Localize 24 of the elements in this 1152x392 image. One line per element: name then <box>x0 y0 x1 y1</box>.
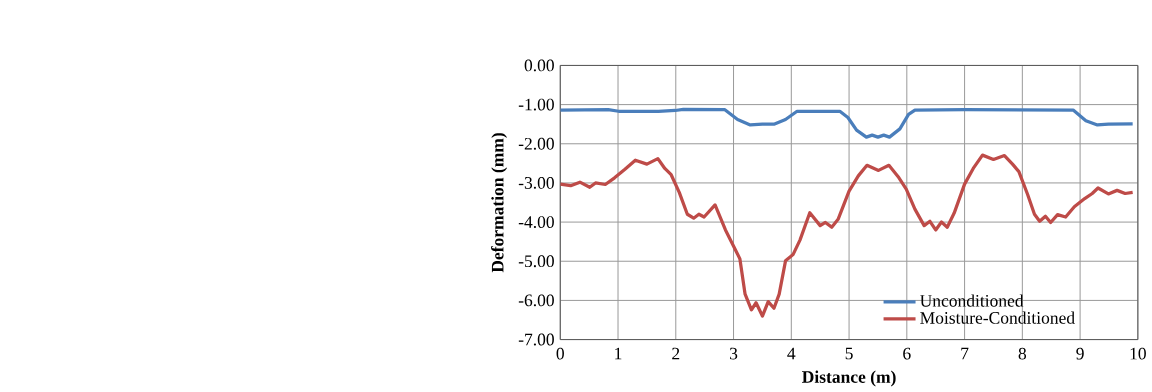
x-tick-label: 7 <box>961 347 969 360</box>
legend-label: Moisture-Conditioned <box>920 311 1075 324</box>
y-tick-label: -3.00 <box>518 177 554 189</box>
y-tick-label: -7.00 <box>518 333 554 346</box>
line-series <box>560 107 1135 139</box>
x-tick-label: 3 <box>730 347 738 360</box>
x-tick-label: 5 <box>845 347 853 360</box>
x-tick-label: 4 <box>787 347 796 360</box>
y-tick-label: -4.00 <box>518 216 554 229</box>
x-tick-label: 2 <box>672 347 680 360</box>
y-tick-label: -1.00 <box>518 98 554 111</box>
x-tick-label: 8 <box>1018 347 1027 360</box>
x-axis-title: Distance (m) <box>802 370 896 387</box>
y-axis-title: Deformation (mm) <box>491 133 508 273</box>
y-tick-label: -5.00 <box>518 255 554 268</box>
y-tick-label: 0.00 <box>524 59 554 72</box>
x-tick-label: 0 <box>556 347 564 360</box>
x-tick-label: 1 <box>615 347 622 360</box>
x-tick-label: 9 <box>1076 347 1084 360</box>
x-tick-label: 10 <box>1130 347 1146 360</box>
y-tick-label: -6.00 <box>518 294 554 307</box>
x-tick-label: 6 <box>903 347 911 360</box>
y-tick-label: -2.00 <box>518 137 554 150</box>
legend-label: Unconditioned <box>920 294 1024 307</box>
